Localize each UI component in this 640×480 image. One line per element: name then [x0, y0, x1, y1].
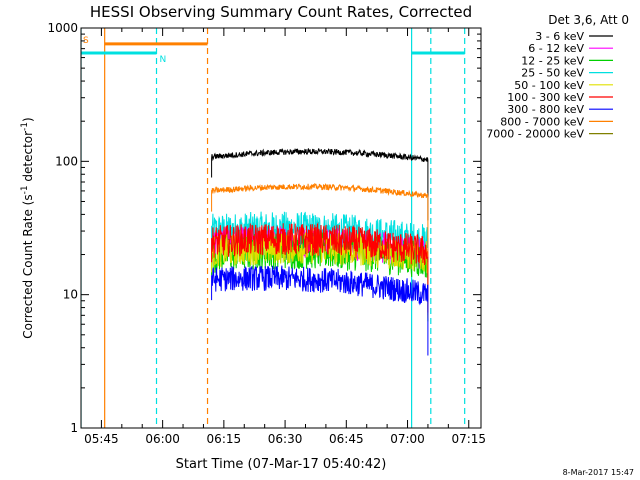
- x-tick-label: 06:15: [207, 432, 242, 446]
- flag-bars: SN: [81, 36, 465, 65]
- plot-frame: [80, 27, 482, 429]
- y-tick-label: 1000: [47, 21, 78, 35]
- series-line: [211, 182, 429, 257]
- legend-label: 25 - 50 keV: [521, 67, 584, 80]
- y-axis: 1 10 100 1000: [47, 21, 481, 435]
- x-tick-label: 06:30: [268, 432, 303, 446]
- legend-label: 7000 - 20000 keV: [486, 128, 584, 141]
- x-axis: 05:45 06:00 06:15 06:30 06:45 07:00 07:15: [84, 28, 486, 446]
- x-tick-label: 06:45: [329, 432, 364, 446]
- series-line: [211, 147, 429, 221]
- legend-title: Det 3,6, Att 0: [548, 13, 629, 27]
- x-tick-label: 05:45: [84, 432, 119, 446]
- legend-label: 6 - 12 keV: [528, 42, 584, 55]
- legend-label: 800 - 7000 keV: [500, 115, 584, 128]
- y-tick-label: 100: [55, 154, 78, 168]
- y-axis-label: Corrected Count Rate (s-1 detector-1): [20, 117, 35, 338]
- x-tick-label: 07:15: [451, 432, 486, 446]
- legend-label: 100 - 300 keV: [507, 91, 584, 104]
- legend-label: 300 - 800 keV: [507, 103, 584, 116]
- legend-label: 50 - 100 keV: [514, 79, 584, 92]
- series-line: [211, 265, 429, 356]
- x-axis-label: Start Time (07-Mar-17 05:40:42): [176, 457, 387, 472]
- flag-label: S: [83, 36, 89, 46]
- interval-lines: [81, 28, 466, 428]
- flag-label: N: [160, 55, 167, 65]
- y-tick-label: 1: [70, 421, 78, 435]
- y-tick-label: 10: [63, 288, 78, 302]
- legend-label: 12 - 25 keV: [521, 54, 584, 67]
- legend-label: 3 - 6 keV: [535, 30, 584, 43]
- x-tick-label: 07:00: [390, 432, 425, 446]
- footer-date: 8-Mar-2017 15:47: [563, 468, 634, 477]
- series-group: [211, 147, 429, 356]
- chart-title: HESSI Observing Summary Count Rates, Cor…: [90, 3, 472, 21]
- x-tick-label: 06:00: [145, 432, 180, 446]
- series-line: [211, 222, 429, 313]
